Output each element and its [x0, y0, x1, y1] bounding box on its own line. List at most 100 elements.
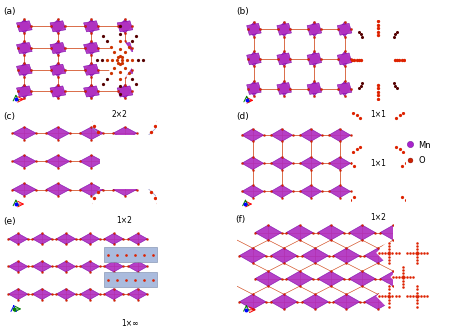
Polygon shape [239, 248, 266, 263]
Polygon shape [18, 19, 31, 33]
Polygon shape [80, 127, 103, 139]
Text: 1×2: 1×2 [370, 213, 386, 222]
Bar [362, 119, 394, 145]
Polygon shape [113, 155, 137, 168]
Polygon shape [333, 248, 360, 263]
Polygon shape [113, 183, 137, 196]
Polygon shape [271, 157, 292, 170]
Polygon shape [302, 294, 328, 309]
Polygon shape [278, 22, 290, 37]
Polygon shape [380, 225, 407, 240]
Polygon shape [329, 129, 351, 141]
Polygon shape [329, 157, 351, 170]
Polygon shape [380, 271, 407, 286]
Polygon shape [286, 271, 313, 286]
Polygon shape [277, 53, 292, 65]
Polygon shape [56, 234, 76, 244]
Polygon shape [242, 157, 264, 170]
Polygon shape [339, 51, 350, 66]
Polygon shape [32, 261, 52, 272]
Polygon shape [83, 42, 99, 54]
Polygon shape [128, 289, 147, 299]
Bar [104, 272, 156, 288]
Polygon shape [309, 81, 320, 96]
Polygon shape [118, 19, 131, 33]
Polygon shape [32, 234, 52, 244]
Polygon shape [239, 294, 266, 309]
Polygon shape [300, 185, 321, 198]
Text: 2×2: 2×2 [112, 110, 128, 119]
Polygon shape [50, 42, 66, 54]
Polygon shape [102, 34, 137, 86]
Polygon shape [80, 289, 100, 299]
Polygon shape [17, 42, 32, 54]
Polygon shape [17, 86, 32, 97]
Polygon shape [80, 261, 100, 272]
Polygon shape [309, 22, 320, 37]
Polygon shape [50, 21, 66, 32]
Bar [363, 38, 393, 83]
Text: 1×∞: 1×∞ [122, 319, 139, 328]
Polygon shape [337, 23, 352, 35]
Polygon shape [405, 284, 429, 309]
Polygon shape [12, 183, 36, 196]
Polygon shape [271, 129, 292, 141]
Polygon shape [349, 271, 375, 286]
Text: 1×1: 1×1 [370, 110, 386, 119]
Polygon shape [83, 64, 99, 75]
Polygon shape [50, 86, 66, 97]
Polygon shape [52, 63, 64, 77]
Polygon shape [405, 240, 429, 266]
Polygon shape [365, 248, 391, 263]
Polygon shape [17, 21, 32, 32]
Polygon shape [339, 22, 350, 37]
Polygon shape [278, 51, 290, 66]
Polygon shape [376, 240, 401, 266]
Polygon shape [376, 284, 401, 309]
Polygon shape [113, 127, 137, 139]
Polygon shape [18, 63, 31, 77]
Polygon shape [309, 51, 320, 66]
Polygon shape [365, 294, 391, 309]
Polygon shape [85, 41, 98, 55]
Bar [355, 167, 401, 196]
Polygon shape [246, 83, 261, 94]
Polygon shape [85, 85, 98, 98]
Polygon shape [246, 53, 261, 65]
Polygon shape [12, 127, 36, 139]
Polygon shape [318, 225, 344, 240]
Polygon shape [318, 271, 344, 286]
Polygon shape [271, 248, 297, 263]
Polygon shape [391, 264, 415, 290]
Polygon shape [80, 234, 100, 244]
Polygon shape [32, 289, 52, 299]
Polygon shape [271, 294, 297, 309]
Polygon shape [248, 51, 260, 66]
Polygon shape [242, 129, 264, 141]
Polygon shape [333, 294, 360, 309]
Polygon shape [117, 64, 133, 75]
Polygon shape [9, 289, 28, 299]
Bar [100, 135, 149, 189]
Polygon shape [339, 81, 350, 96]
Text: 1×2: 1×2 [117, 216, 132, 225]
Polygon shape [104, 261, 123, 272]
Polygon shape [117, 86, 133, 97]
Polygon shape [118, 85, 131, 98]
Polygon shape [329, 185, 351, 198]
Polygon shape [307, 83, 321, 94]
Polygon shape [255, 271, 282, 286]
Polygon shape [80, 183, 103, 196]
Polygon shape [337, 83, 352, 94]
Polygon shape [277, 83, 292, 94]
Polygon shape [12, 155, 36, 168]
Polygon shape [52, 41, 64, 55]
Polygon shape [56, 289, 76, 299]
Polygon shape [18, 85, 31, 98]
Text: (b): (b) [236, 7, 248, 15]
Polygon shape [307, 23, 321, 35]
Polygon shape [248, 22, 260, 37]
Polygon shape [242, 185, 264, 198]
Polygon shape [118, 41, 131, 55]
Text: (e): (e) [3, 217, 16, 226]
